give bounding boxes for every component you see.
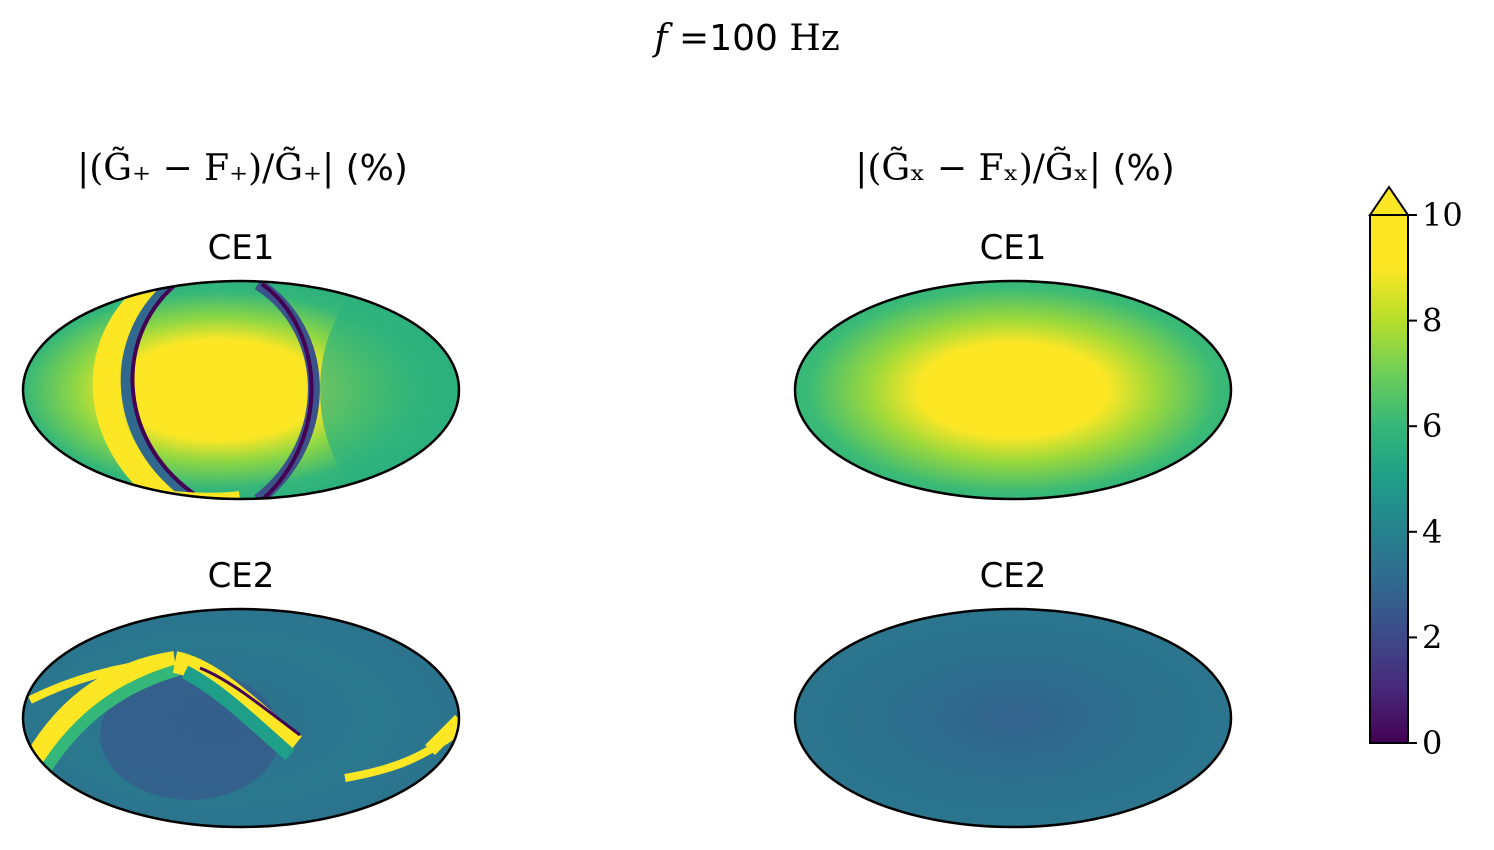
column-title-plus-unit: (%) (334, 148, 408, 189)
panel-title-plus-ce2: CE2 (207, 556, 275, 596)
map-plus-ce2 (21, 607, 461, 829)
colorbar-extend-arrow (1368, 185, 1410, 216)
panel-title-plus-ce1: CE1 (207, 228, 275, 268)
panel-title-cross-ce2: CE2 (979, 556, 1047, 596)
freq-value: 100 (709, 18, 778, 59)
map-plus-ce1 (21, 279, 461, 501)
colorbar-tick-label-4: 4 (1422, 513, 1442, 551)
column-title-cross-unit: (%) (1101, 148, 1175, 189)
colorbar-gradient (1369, 214, 1409, 744)
freq-equals: = (667, 18, 710, 59)
map-cross-ce2 (793, 607, 1233, 829)
colorbar-tick-label-6: 6 (1422, 407, 1442, 445)
freq-unit: Hz (777, 18, 840, 59)
colorbar-tick-label-2: 2 (1422, 618, 1442, 656)
panel-title-cross-ce1: CE1 (979, 228, 1047, 268)
figure-title: f =100 Hz (0, 18, 1494, 59)
freq-symbol: f (654, 18, 668, 59)
colorbar-tick-label-8: 8 (1422, 302, 1442, 340)
colorbar: 0 2 4 6 8 10 (1368, 185, 1463, 762)
column-title-plus-math: |(G̃₊ − F₊)/G̃₊| (77, 148, 335, 189)
colorbar-tick-label-0: 0 (1422, 724, 1442, 762)
colorbar-tick-label-10: 10 (1422, 196, 1463, 234)
column-title-plus: |(G̃₊ − F₊)/G̃₊| (%) (40, 148, 445, 189)
column-title-cross-math: |(G̃ₓ − Fₓ)/G̃ₓ| (855, 148, 1102, 189)
column-title-cross: |(G̃ₓ − Fₓ)/G̃ₓ| (%) (810, 148, 1220, 189)
map-cross-ce1 (793, 279, 1233, 501)
